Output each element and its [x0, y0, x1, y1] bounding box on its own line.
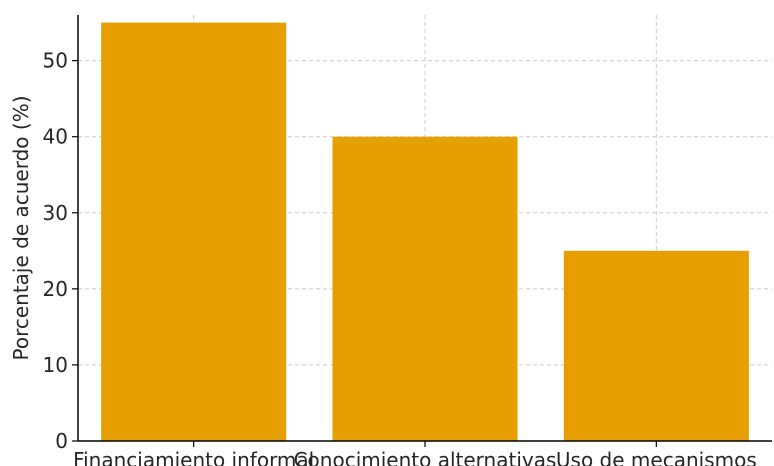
- y-tick-label: 50: [43, 49, 68, 73]
- y-tick-label: 40: [43, 125, 68, 149]
- bar: [563, 250, 749, 441]
- y-tick-label: 20: [43, 277, 68, 301]
- y-tick-label: 0: [55, 429, 68, 453]
- y-tick-label: 30: [43, 201, 68, 225]
- y-axis-title: Porcentaje de acuerdo (%): [9, 95, 33, 360]
- y-ticks: 0 10 20 30 40 50: [43, 49, 78, 453]
- bar: [101, 22, 287, 441]
- bar: [332, 136, 518, 441]
- x-tick-label: Uso de mecanismos: [556, 448, 757, 466]
- x-tick-label: Financiamiento informal: [73, 448, 314, 466]
- y-tick-label: 10: [43, 353, 68, 377]
- bars: [101, 22, 749, 441]
- x-tick-label: Conocimiento alternativas: [294, 448, 557, 466]
